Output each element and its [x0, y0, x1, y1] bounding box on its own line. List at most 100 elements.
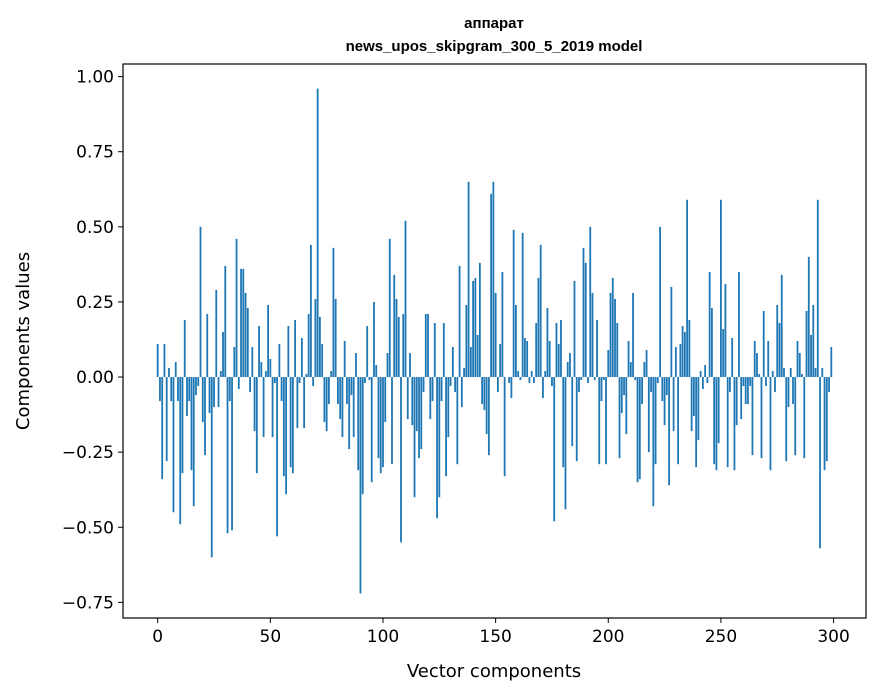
bar — [215, 289, 218, 378]
bar — [388, 238, 391, 378]
bar — [699, 371, 702, 378]
bar — [740, 377, 743, 420]
bar — [237, 377, 240, 390]
bar — [548, 341, 551, 378]
bar — [535, 322, 538, 378]
bar — [469, 347, 472, 378]
bar — [571, 377, 574, 447]
bar — [533, 377, 535, 384]
bar — [690, 377, 693, 432]
bar — [242, 268, 245, 378]
bar — [629, 362, 632, 378]
bar — [611, 277, 614, 378]
bar — [208, 377, 211, 414]
bar — [260, 362, 263, 378]
bar — [517, 371, 520, 378]
bar — [623, 377, 625, 396]
x-axis-label: Vector components — [407, 661, 581, 682]
y-tick-label: 0.50 — [76, 218, 114, 238]
y-tick-label: −0.25 — [62, 443, 114, 463]
bar — [305, 374, 308, 378]
bar — [544, 371, 547, 378]
bar — [656, 377, 659, 384]
bar — [805, 310, 808, 378]
bar — [476, 334, 479, 378]
bar — [814, 368, 817, 378]
bar — [377, 377, 380, 459]
bar — [346, 377, 348, 405]
bar — [742, 377, 745, 387]
bar — [769, 377, 772, 471]
bar — [688, 319, 691, 378]
bar — [643, 362, 646, 378]
bar — [701, 377, 704, 390]
bar — [490, 193, 493, 378]
bar — [161, 377, 164, 480]
bar — [810, 334, 812, 378]
bar — [521, 232, 524, 378]
bar — [431, 377, 434, 402]
bar — [411, 377, 414, 426]
bar — [562, 377, 565, 468]
bar — [697, 377, 700, 441]
bar — [526, 341, 529, 378]
bar — [373, 301, 375, 378]
bar — [309, 244, 312, 378]
bar — [508, 377, 511, 384]
bar — [325, 377, 328, 432]
bar — [546, 307, 549, 378]
bar — [177, 377, 179, 402]
bar — [418, 377, 420, 459]
bar — [262, 377, 265, 438]
bar — [287, 325, 290, 378]
bar — [720, 199, 722, 378]
bar — [825, 377, 828, 462]
bar — [774, 377, 776, 393]
bar — [530, 371, 533, 378]
bar — [591, 292, 594, 378]
bar — [201, 377, 204, 423]
bar — [539, 244, 542, 378]
y-axis-label: Components values — [13, 252, 34, 430]
bar — [647, 377, 650, 453]
bar — [618, 377, 621, 459]
bar — [564, 377, 567, 510]
bar — [213, 377, 215, 408]
bar — [566, 362, 569, 378]
bar — [400, 377, 402, 543]
bar — [204, 377, 206, 456]
bar — [348, 377, 351, 450]
bar — [735, 377, 738, 426]
bar — [483, 377, 486, 411]
bar — [780, 274, 783, 378]
bar — [222, 331, 224, 378]
bar — [681, 325, 684, 378]
x-tick-label: 300 — [817, 627, 849, 647]
bar — [823, 377, 826, 471]
bar — [255, 377, 258, 474]
bar — [282, 377, 285, 477]
bar — [233, 347, 236, 378]
bar — [722, 328, 725, 378]
bar — [661, 377, 664, 402]
bar — [580, 377, 583, 381]
bar — [291, 377, 294, 474]
bar — [638, 377, 641, 480]
bar — [515, 304, 517, 378]
bar — [510, 377, 513, 399]
bar — [584, 262, 587, 378]
bar — [537, 277, 540, 378]
bar — [278, 344, 281, 378]
bar — [724, 283, 727, 378]
bar — [553, 377, 556, 522]
bar — [463, 368, 465, 378]
bar — [512, 229, 515, 378]
bar — [785, 377, 788, 462]
bar — [708, 271, 711, 378]
bar — [159, 377, 161, 402]
bar — [181, 377, 184, 474]
bar — [771, 371, 774, 378]
bar — [485, 377, 488, 435]
bar — [224, 265, 227, 378]
